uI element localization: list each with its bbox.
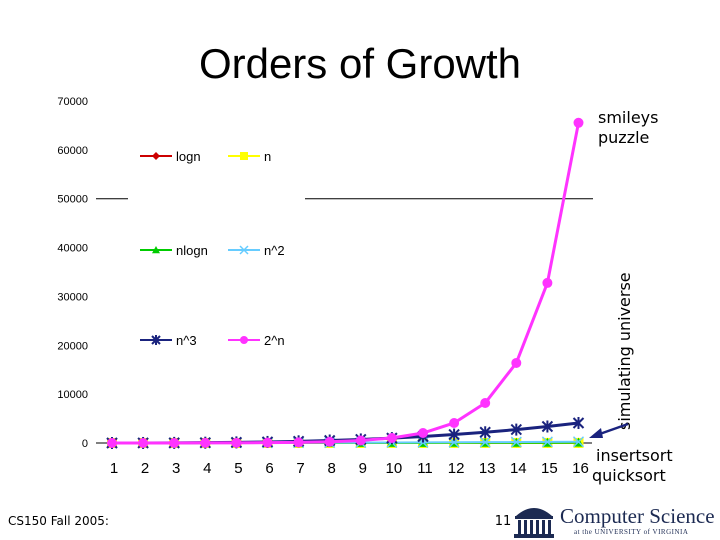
annotation-layer: simulating universe <box>589 272 634 438</box>
marker-circle <box>324 436 335 447</box>
legend-label: logn <box>176 149 201 164</box>
series-2n <box>107 117 584 448</box>
marker-stroke <box>572 436 585 448</box>
marker-stroke <box>541 436 553 448</box>
legend-entry: 2^n <box>228 333 285 348</box>
y-tick-label: 30000 <box>57 291 88 303</box>
annotation-bottom-line2: quicksort <box>592 466 666 485</box>
x-tick-label: 10 <box>386 460 403 477</box>
x-tick-label: 16 <box>572 460 589 477</box>
x-tick-label: 4 <box>203 460 211 477</box>
marker-circle <box>231 437 242 448</box>
legend: logn n nlogn n^2 n^3 2^n <box>140 149 285 348</box>
marker-circle <box>200 437 211 448</box>
legend-entry: n^3 <box>140 333 197 348</box>
x-tick-label: 7 <box>296 460 304 477</box>
marker-square <box>240 152 248 160</box>
y-tick-label: 20000 <box>57 340 88 352</box>
marker-asterisk <box>510 423 523 436</box>
y-tick-label: 60000 <box>57 145 88 157</box>
marker-diamond <box>152 152 160 160</box>
marker-stroke <box>510 436 522 448</box>
legend-label: n^3 <box>176 333 197 348</box>
x-tick-label: 8 <box>328 460 336 477</box>
marker-asterisk <box>151 335 161 345</box>
marker-circle <box>480 397 491 408</box>
legend-entry: n^2 <box>228 243 285 258</box>
marker-stroke <box>239 245 249 255</box>
footer-course: CS150 Fall 2005: <box>8 514 109 528</box>
legend-entry: nlogn <box>140 243 208 258</box>
annotation-smileys-puzzle: smileys puzzle <box>598 108 658 148</box>
marker-x <box>239 245 249 255</box>
x-tick-label: 11 <box>417 460 433 477</box>
rotunda-icon <box>514 508 554 538</box>
marker-x <box>572 436 585 448</box>
marker-asterisk <box>541 420 554 433</box>
marker-circle <box>386 432 397 443</box>
x-tick-label: 14 <box>510 460 527 477</box>
annotation-insertsort-quicksort: insertsort quicksort <box>592 446 673 486</box>
page-number: 11 <box>494 514 512 529</box>
marker-stroke <box>479 436 491 448</box>
y-tick-label: 70000 <box>57 96 88 108</box>
annotation-vertical: simulating universe <box>615 272 634 430</box>
x-tick-label: 3 <box>172 460 180 477</box>
marker-circle <box>542 277 553 288</box>
x-tick-label: 12 <box>448 460 465 477</box>
annotation-top-line2: puzzle <box>598 128 650 147</box>
marker-circle <box>573 117 584 128</box>
marker-circle <box>107 437 117 448</box>
y-tick-label: 50000 <box>57 194 88 206</box>
legend-label: 2^n <box>264 333 285 348</box>
y-tick-label: 0 <box>82 438 88 450</box>
annotation-top-line1: smileys <box>598 108 659 127</box>
marker-asterisk <box>572 416 585 429</box>
cs-logo: Computer Science at the UNIVERSITY of VI… <box>512 498 720 540</box>
annotation-arrow-head <box>589 428 603 438</box>
series-line <box>111 122 580 445</box>
marker-asterisk <box>479 426 491 439</box>
marker-x <box>541 436 553 448</box>
marker-asterisk <box>448 428 460 441</box>
marker-circle <box>262 437 273 448</box>
x-tick-label: 9 <box>359 460 367 477</box>
legend-entry: n <box>228 149 271 164</box>
marker-circle <box>418 427 428 438</box>
marker-circle <box>169 437 180 448</box>
slide-title: Orders of Growth <box>198 40 522 87</box>
series-layer <box>106 117 585 449</box>
marker-circle <box>449 417 460 428</box>
marker-triangle <box>152 246 160 254</box>
marker-circle <box>240 336 248 344</box>
marker-circle <box>293 437 304 448</box>
y-tick-label: 10000 <box>57 389 88 401</box>
legend-entry: logn <box>140 149 201 164</box>
x-tick-label: 2 <box>141 460 149 477</box>
marker-x <box>479 436 491 448</box>
x-tick-label: 15 <box>541 460 558 477</box>
x-tick-label: 1 <box>110 460 118 477</box>
marker-circle <box>511 357 522 368</box>
marker-circle <box>138 437 149 448</box>
x-tick-label: 13 <box>479 460 496 477</box>
legend-label: n^2 <box>264 243 285 258</box>
marker-x <box>510 436 522 448</box>
y-tick-label: 40000 <box>57 243 88 255</box>
annotation-bottom-line1: insertsort <box>596 446 673 465</box>
logo-sub-text: at the UNIVERSITY of VIRGINIA <box>574 528 689 536</box>
logo-main-text: Computer Science <box>560 504 715 528</box>
x-tick-label: 6 <box>265 460 273 477</box>
legend-label: nlogn <box>176 243 208 258</box>
marker-circle <box>355 435 366 446</box>
legend-label: n <box>264 149 271 164</box>
x-tick-label: 5 <box>234 460 242 477</box>
